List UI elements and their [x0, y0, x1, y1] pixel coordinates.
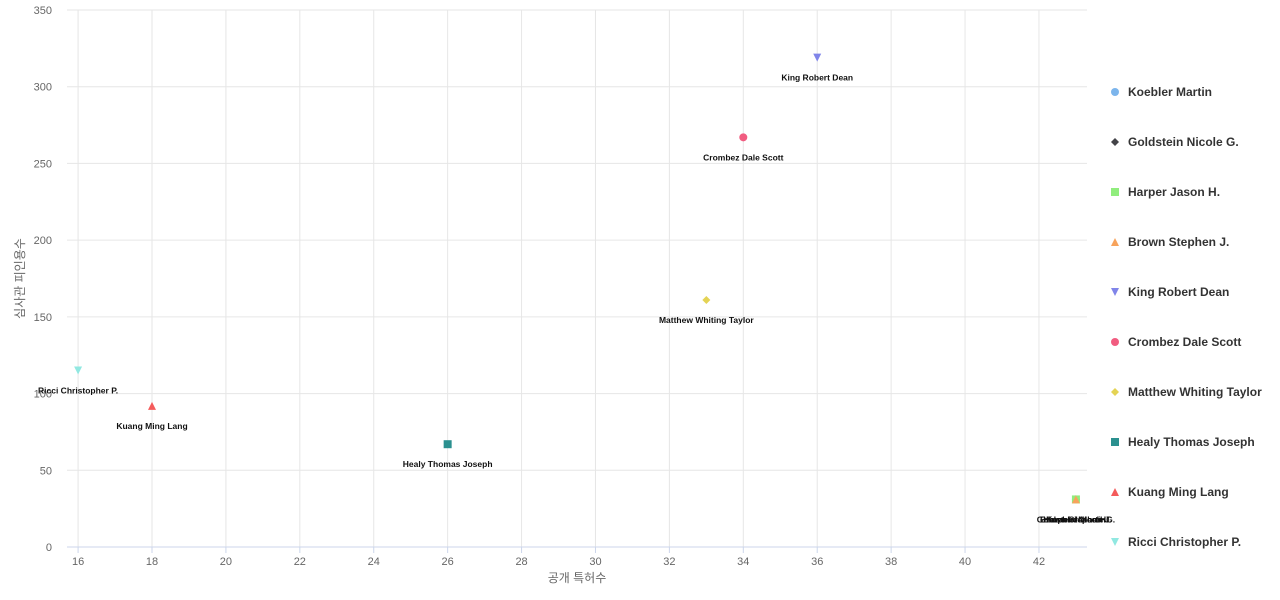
legend-item[interactable]: Brown Stephen J. — [1111, 235, 1229, 249]
legend-symbol[interactable] — [1111, 538, 1119, 546]
y-tick-label: 250 — [34, 158, 52, 170]
x-tick-label: 16 — [72, 556, 84, 568]
data-label: Brown Stephen J. — [1040, 514, 1112, 524]
legend-label[interactable]: Harper Jason H. — [1128, 185, 1220, 199]
data-point[interactable] — [74, 366, 83, 375]
legend-label[interactable]: Kuang Ming Lang — [1128, 485, 1229, 499]
data-point[interactable] — [443, 440, 452, 449]
legend-label[interactable]: Brown Stephen J. — [1128, 235, 1229, 249]
legend-item[interactable]: Goldstein Nicole G. — [1111, 135, 1239, 149]
legend-label[interactable]: Crombez Dale Scott — [1128, 335, 1241, 349]
legend-label[interactable]: Healy Thomas Joseph — [1128, 435, 1255, 449]
data-label: Healy Thomas Joseph — [403, 459, 493, 469]
legend-symbol[interactable] — [1111, 488, 1119, 496]
legend-label[interactable]: King Robert Dean — [1128, 285, 1229, 299]
data-point[interactable] — [1071, 495, 1080, 504]
data-point[interactable] — [702, 295, 711, 304]
y-tick-label: 350 — [34, 5, 52, 17]
legend-item[interactable]: Koebler Martin — [1111, 85, 1212, 99]
y-tick-label: 100 — [34, 389, 52, 401]
x-tick-label: 18 — [146, 556, 158, 568]
data-label: Harper Jason H. — [1043, 514, 1108, 524]
data-point[interactable] — [813, 53, 822, 62]
legend-item[interactable]: King Robert Dean — [1111, 285, 1229, 299]
legend-symbol[interactable] — [1111, 138, 1119, 146]
legend[interactable]: Koebler Martin Goldstein Nicole G. Harper … — [1111, 85, 1262, 549]
data-label: Kuang Ming Lang — [116, 421, 187, 431]
data-label: Ricci Christopher P. — [38, 386, 118, 396]
x-tick-label: 34 — [737, 556, 749, 568]
data-label: Goldstein Nicole G. — [1037, 514, 1115, 524]
x-tick-label: 38 — [885, 556, 897, 568]
legend-item[interactable]: Matthew Whiting Taylor — [1111, 385, 1262, 399]
y-axis-title: 심사관 피인용수 — [13, 238, 27, 319]
x-tick-label: 36 — [811, 556, 823, 568]
y-tick-label: 200 — [34, 235, 52, 247]
y-tick-label: 300 — [34, 82, 52, 94]
legend-symbol[interactable] — [1111, 338, 1119, 346]
legend-symbol[interactable] — [1111, 88, 1119, 96]
legend-symbol[interactable] — [1111, 438, 1119, 446]
y-tick-label: 150 — [34, 312, 52, 324]
legend-item[interactable]: Crombez Dale Scott — [1111, 335, 1241, 349]
grid — [67, 9, 1087, 548]
data-label: Matthew Whiting Taylor — [659, 315, 754, 325]
x-tick-label: 20 — [220, 556, 232, 568]
data-label: Koebler Martin — [1046, 514, 1106, 524]
x-tick-label: 32 — [663, 556, 675, 568]
legend-label[interactable]: Matthew Whiting Taylor — [1128, 385, 1262, 399]
x-tick-label: 22 — [294, 556, 306, 568]
x-tick-label: 24 — [368, 556, 380, 568]
axes: 0 50 100 150 200 250 300 350 16 18 20 22 24 26 28 30 32 3… — [34, 5, 1087, 568]
x-tick-label: 30 — [589, 556, 601, 568]
legend-item[interactable]: Harper Jason H. — [1111, 185, 1220, 199]
x-tick-label: 28 — [515, 556, 527, 568]
x-axis-title: 공개 특허수 — [548, 571, 607, 585]
x-tick-label: 42 — [1033, 556, 1045, 568]
data-label: King Robert Dean — [781, 73, 853, 83]
legend-item[interactable]: Healy Thomas Joseph — [1111, 435, 1255, 449]
data-points — [74, 53, 1080, 504]
x-tick-label: 40 — [959, 556, 971, 568]
legend-symbol[interactable] — [1111, 388, 1119, 396]
legend-symbol[interactable] — [1111, 188, 1119, 196]
legend-item[interactable]: Kuang Ming Lang — [1111, 485, 1229, 499]
data-point[interactable] — [739, 133, 748, 142]
legend-symbol[interactable] — [1111, 288, 1119, 296]
x-tick-label: 26 — [442, 556, 454, 568]
legend-label[interactable]: Goldstein Nicole G. — [1128, 135, 1239, 149]
legend-item[interactable]: Ricci Christopher P. — [1111, 535, 1241, 549]
data-point[interactable] — [148, 401, 156, 410]
data-label: Crombez Dale Scott — [703, 152, 783, 162]
y-tick-label: 0 — [46, 542, 52, 554]
legend-label[interactable]: Koebler Martin — [1128, 85, 1212, 99]
legend-label[interactable]: Ricci Christopher P. — [1128, 535, 1241, 549]
y-tick-label: 50 — [40, 465, 52, 477]
legend-symbol[interactable] — [1111, 238, 1119, 246]
